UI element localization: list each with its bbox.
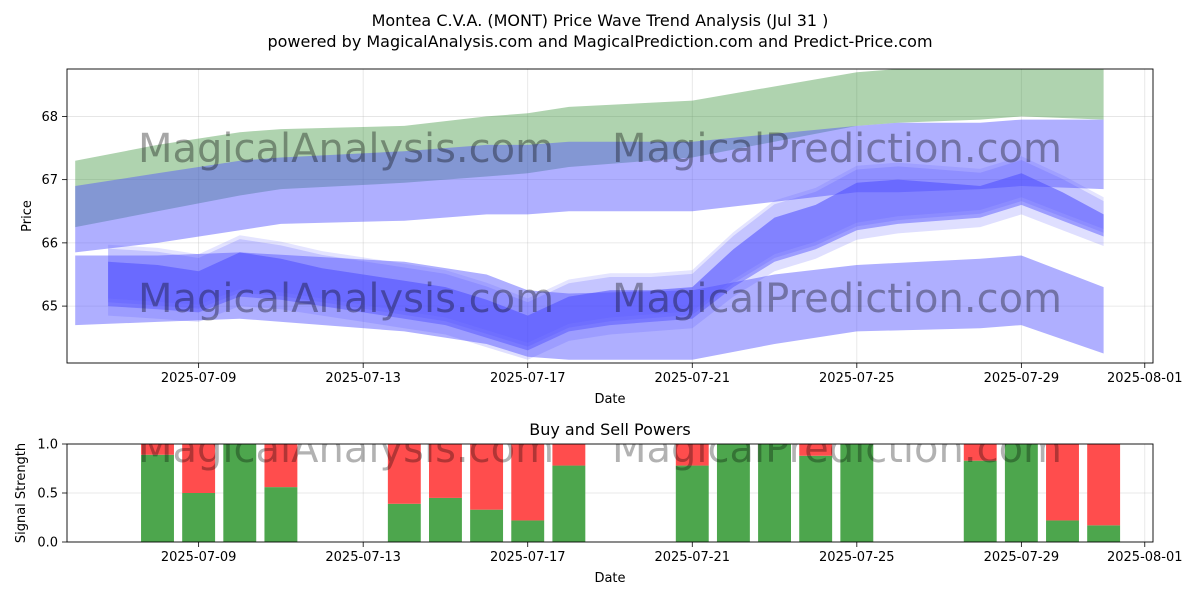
- x-tick-label: 2025-07-25: [819, 550, 895, 565]
- sell-bar: [141, 444, 174, 455]
- buy-bar: [552, 465, 586, 542]
- y-tick-label: 0.0: [37, 536, 58, 551]
- x-axis-label: Date: [594, 571, 625, 586]
- x-tick-label: 2025-07-17: [490, 371, 566, 386]
- buy-bar: [716, 444, 750, 542]
- buy-bar: [758, 444, 791, 542]
- y-tick-label: 66: [41, 236, 58, 251]
- watermark: MagicalAnalysis.com: [138, 426, 554, 472]
- sell-bar: [429, 444, 462, 498]
- price-panel-frame: [66, 68, 1154, 364]
- buy-bar: [470, 509, 504, 542]
- watermark: MagicalPrediction.com: [612, 126, 1062, 172]
- signal-chart-title: Buy and Sell Powers: [529, 420, 691, 439]
- sell-bar: [552, 444, 586, 466]
- x-tick-label: 2025-07-21: [654, 371, 730, 386]
- x-tick-label: 2025-07-25: [819, 371, 895, 386]
- x-tick-label: 2025-07-09: [161, 550, 237, 565]
- blue-band-2: [75, 252, 1104, 360]
- blue-wave-echo: [108, 173, 1104, 360]
- watermark: MagicalPrediction.com: [612, 276, 1062, 322]
- chart-title: Montea C.V.A. (MONT) Price Wave Trend An…: [372, 11, 829, 30]
- y-axis-label: Signal Strength: [14, 443, 29, 543]
- watermark: MagicalAnalysis.com: [138, 276, 554, 322]
- watermark: MagicalAnalysis.com: [138, 126, 554, 172]
- buy-bar: [799, 455, 833, 542]
- y-tick-label: 67: [41, 173, 58, 188]
- buy-bar: [223, 444, 257, 542]
- buy-bar: [963, 460, 997, 542]
- chart-subtitle: powered by MagicalAnalysis.com and Magic…: [267, 32, 932, 51]
- buy-bar: [387, 503, 421, 542]
- buy-bar: [1004, 444, 1038, 542]
- watermark: MagicalPrediction.com: [612, 426, 1062, 472]
- sell-bar: [675, 444, 709, 466]
- blue-band-1: [75, 119, 1104, 253]
- y-axis-label: Price: [20, 200, 35, 232]
- blue-wave-echo: [108, 160, 1104, 347]
- x-tick-label: 2025-08-01: [1107, 371, 1183, 386]
- sell-bar: [264, 444, 298, 488]
- x-tick-label: 2025-07-29: [984, 550, 1060, 565]
- buy-bar: [1087, 525, 1121, 542]
- sell-bar: [182, 444, 216, 493]
- sell-bar: [387, 444, 421, 504]
- price-plot-area: MagicalAnalysis.com MagicalPrediction.com…: [67, 69, 1153, 363]
- blue-wave-echo: [108, 156, 1104, 343]
- sell-bar: [963, 444, 997, 461]
- blue-wave-3: [108, 173, 1104, 351]
- x-tick-label: 2025-08-01: [1107, 550, 1183, 565]
- y-tick-label: 1.0: [37, 438, 58, 453]
- green-band-0: [75, 69, 1104, 228]
- price-panel: MagicalAnalysis.com MagicalPrediction.com…: [20, 68, 1183, 407]
- buy-bar: [264, 487, 298, 542]
- y-tick-label: 65: [41, 300, 58, 315]
- x-tick-label: 2025-07-13: [325, 550, 401, 565]
- buy-bar: [511, 520, 545, 542]
- buy-bar: [1046, 520, 1079, 542]
- sell-bar: [511, 444, 545, 521]
- sell-bar: [1087, 444, 1121, 526]
- buy-bar: [675, 465, 709, 542]
- buy-bar: [182, 493, 216, 542]
- y-tick-label: 0.5: [37, 487, 58, 502]
- buy-bar: [840, 444, 874, 542]
- buy-bar: [429, 497, 462, 542]
- signal-panel: MagicalAnalysis.com MagicalPrediction.com…: [14, 420, 1183, 586]
- signal-plot-area: MagicalAnalysis.com MagicalPrediction.com: [67, 426, 1153, 542]
- x-tick-label: 2025-07-21: [654, 550, 730, 565]
- x-tick-label: 2025-07-29: [984, 371, 1060, 386]
- sell-bar: [470, 444, 504, 510]
- x-tick-label: 2025-07-09: [161, 371, 237, 386]
- sell-bar: [799, 444, 833, 456]
- x-axis-label: Date: [594, 392, 625, 407]
- x-tick-label: 2025-07-17: [490, 550, 566, 565]
- x-tick-label: 2025-07-13: [325, 371, 401, 386]
- sell-bar: [1046, 444, 1079, 521]
- signal-panel-frame: [66, 443, 1154, 543]
- y-tick-label: 68: [41, 110, 58, 125]
- buy-bar: [141, 454, 174, 542]
